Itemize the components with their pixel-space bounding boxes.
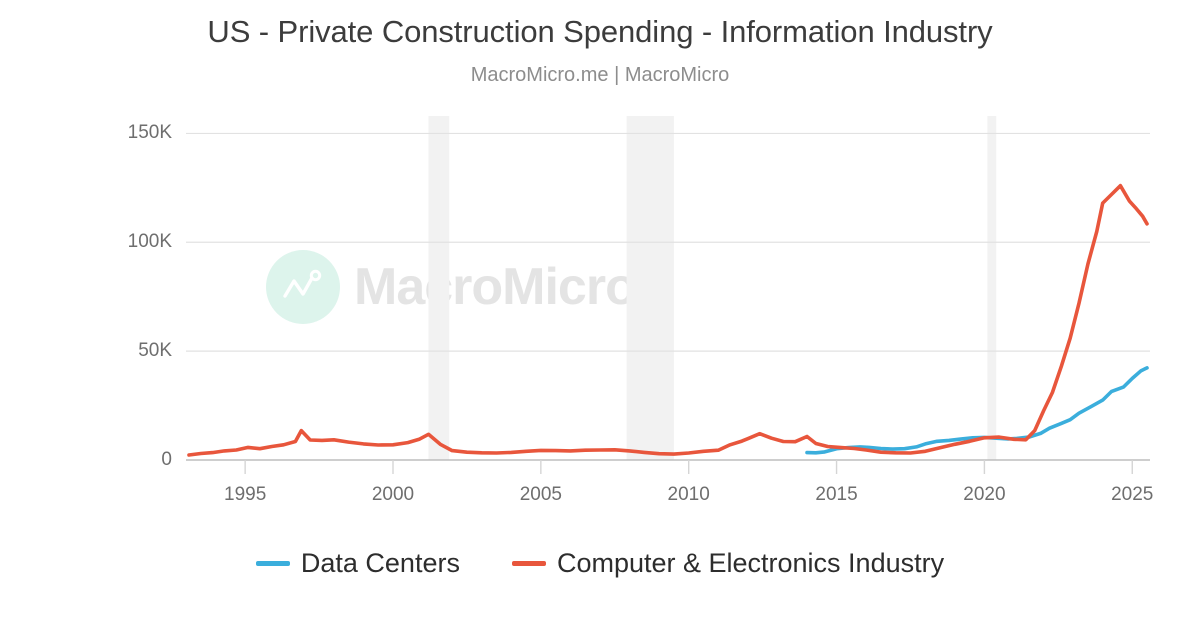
legend-item-data-centers[interactable]: Data Centers — [255, 548, 460, 579]
chart-title: US - Private Construction Spending - Inf… — [207, 14, 993, 49]
legend-item-computer-electronics[interactable]: Computer & Electronics Industry — [511, 548, 945, 579]
legend-label-data-centers: Data Centers — [300, 548, 460, 578]
shaded-region-recession-2001 — [428, 116, 450, 460]
x-tick-label: 1995 — [224, 484, 267, 505]
legend-swatch-data-centers — [255, 561, 290, 566]
series-line-computer-electronics-industry — [187, 183, 1149, 457]
y-tick-label: 150K — [127, 122, 172, 144]
shaded-region-recession-2008 — [626, 116, 674, 460]
y-tick-label: 0 — [161, 449, 172, 470]
x-tick-label: 2005 — [519, 484, 562, 505]
chart-legend: Data Centers Computer & Electronics Indu… — [0, 548, 1200, 579]
y-tick-label: 50K — [138, 340, 172, 362]
x-tick-label: 2015 — [815, 484, 858, 505]
legend-swatch-computer-electronics — [511, 561, 546, 566]
x-tick-label: 2000 — [371, 484, 415, 505]
x-tick-label: 2025 — [1111, 484, 1154, 505]
chart-subtitle: MacroMicro.me | MacroMicro — [470, 64, 730, 86]
y-tick-label: 100K — [127, 231, 172, 253]
shaded-region-recession-2020 — [987, 116, 997, 460]
x-tick-label: 2010 — [667, 484, 710, 505]
x-tick-label: 2020 — [963, 484, 1006, 505]
legend-label-computer-electronics: Computer & Electronics Industry — [556, 548, 945, 578]
